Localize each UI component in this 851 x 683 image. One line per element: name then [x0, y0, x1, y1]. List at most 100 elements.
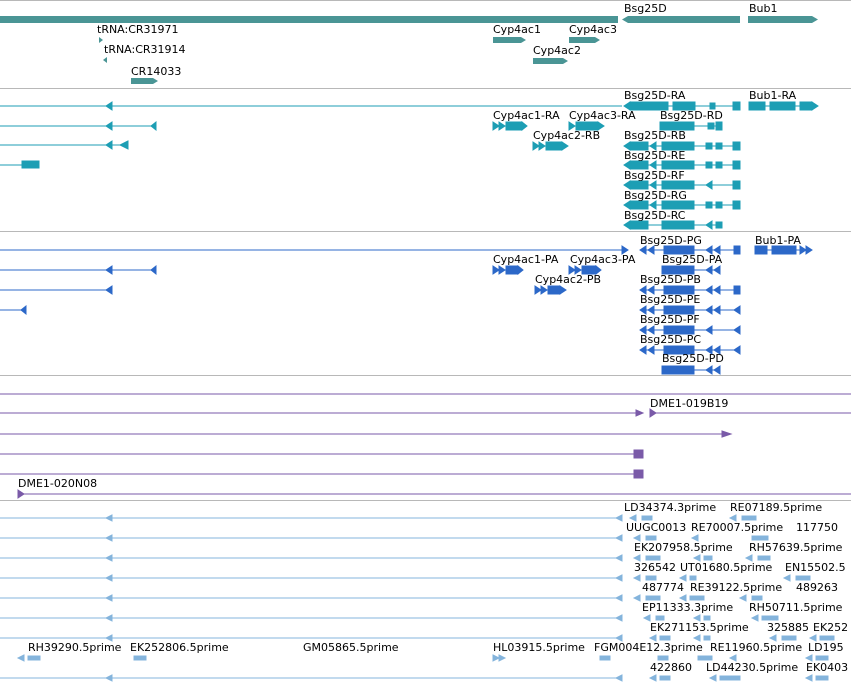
- transcript-label[interactable]: Bsg25D-RG: [624, 189, 687, 202]
- transcript-bsg25d-rg[interactable]: [623, 200, 741, 210]
- transcript-exon[interactable]: [748, 101, 766, 111]
- gene-bub1[interactable]: [748, 16, 812, 23]
- protein-bsg25d-pb[interactable]: [639, 285, 741, 295]
- est-label[interactable]: LD44230.5prime: [706, 661, 799, 674]
- gene-cyp4ac1[interactable]: [493, 37, 521, 43]
- protein-label[interactable]: Bsg25D-PF: [640, 313, 700, 326]
- gene-bsg25d[interactable]: [628, 16, 740, 23]
- est-label[interactable]: UT01680.5prime: [680, 561, 773, 574]
- gene-label[interactable]: Cyp4ac3: [569, 23, 617, 36]
- est-row[interactable]: [0, 674, 829, 682]
- protein-bsg25d-pe[interactable]: [639, 305, 741, 315]
- est-label[interactable]: RE39122.5prime: [690, 581, 783, 594]
- transcript-exon[interactable]: [672, 101, 696, 111]
- est-label[interactable]: UUGC0013: [626, 521, 687, 534]
- est-label[interactable]: FGM004E12.3prime: [594, 641, 703, 654]
- transcript-label[interactable]: Bsg25D-RD: [660, 109, 723, 122]
- est-label[interactable]: EK0403: [806, 661, 849, 674]
- est-label[interactable]: LD34374.3prime: [624, 501, 717, 514]
- protein-bsg25d-pd[interactable]: [661, 365, 721, 375]
- protein-bsg25d-pc[interactable]: [639, 345, 741, 355]
- est-row[interactable]: [0, 614, 779, 622]
- est-label[interactable]: LD195: [808, 641, 844, 654]
- gene-label[interactable]: CR14033: [131, 65, 182, 78]
- transcript-label[interactable]: Bsg25D-RF: [624, 169, 685, 182]
- transcript-bsg25d-re[interactable]: [623, 160, 741, 170]
- est-label[interactable]: RE07189.5prime: [730, 501, 823, 514]
- protein-label[interactable]: Cyp4ac2-PB: [535, 273, 602, 286]
- protein-cyp4ac3-pa[interactable]: [568, 264, 602, 276]
- transcript-exon[interactable]: [709, 102, 716, 110]
- gene-cr14033[interactable]: [131, 78, 153, 84]
- protein-label[interactable]: Bub1-PA: [755, 234, 801, 247]
- transcript-label[interactable]: Bsg25D-RA: [624, 89, 686, 102]
- transcript-bsg25d-rc[interactable]: [623, 220, 723, 230]
- transcript-label[interactable]: Bsg25D-RE: [624, 149, 686, 162]
- transcript-bsg25d-rf[interactable]: [623, 180, 741, 190]
- est-row[interactable]: [0, 634, 835, 642]
- est-label[interactable]: EK252: [813, 621, 849, 634]
- protein-label[interactable]: Bsg25D-PA: [662, 253, 723, 266]
- est-label[interactable]: RH50711.5prime: [749, 601, 843, 614]
- gene-trna-cr31971[interactable]: [99, 37, 103, 43]
- est-label[interactable]: RE70007.5prime: [691, 521, 784, 534]
- protein-bub1-pa[interactable]: [754, 245, 813, 255]
- clone-label[interactable]: DME1-019B19: [650, 397, 729, 410]
- est-row[interactable]: [0, 554, 771, 562]
- transcript-label[interactable]: Bub1-RA: [749, 89, 797, 102]
- transcript-label[interactable]: Cyp4ac1-RA: [493, 109, 560, 122]
- est-label[interactable]: HL03915.5prime: [493, 641, 585, 654]
- transcript-label[interactable]: Cyp4ac2-RB: [533, 129, 601, 142]
- est-label[interactable]: RE11960.5prime: [710, 641, 803, 654]
- protein-bsg25d-pf[interactable]: [639, 325, 741, 335]
- est-label[interactable]: EN15502.5: [785, 561, 846, 574]
- est-label[interactable]: GM05865.5prime: [303, 641, 399, 654]
- gene-label[interactable]: Cyp4ac1: [493, 23, 541, 36]
- est-label[interactable]: 487774: [642, 581, 684, 594]
- est-label[interactable]: 326542: [634, 561, 676, 574]
- gene-trna-cr31914[interactable]: [103, 57, 107, 63]
- est-label[interactable]: RH39290.5prime: [28, 641, 122, 654]
- gene-cyp4ac2[interactable]: [533, 58, 563, 64]
- est-label[interactable]: 117750: [796, 521, 838, 534]
- gene-long-bar[interactable]: [0, 16, 618, 23]
- transcript-exon[interactable]: [505, 121, 523, 131]
- transcript-exon[interactable]: [21, 160, 40, 169]
- transcript-exon[interactable]: [715, 121, 723, 131]
- est-label[interactable]: RH57639.5prime: [749, 541, 843, 554]
- gene-label[interactable]: Bub1: [749, 2, 778, 15]
- est-label[interactable]: EK252806.5prime: [130, 641, 229, 654]
- transcript-exon[interactable]: [707, 122, 715, 130]
- protein-label[interactable]: Bsg25D-PB: [640, 273, 701, 286]
- est-row[interactable]: [0, 534, 769, 542]
- transcript-label[interactable]: Bsg25D-RB: [624, 129, 686, 142]
- transcript-exon[interactable]: [659, 121, 695, 131]
- transcript-label[interactable]: Bsg25D-RC: [624, 209, 686, 222]
- protein-bsg25d-pa[interactable]: [661, 265, 721, 275]
- protein-label[interactable]: Bsg25D-PE: [640, 293, 701, 306]
- clone-label[interactable]: DME1-020N08: [18, 477, 98, 490]
- transcript-exon[interactable]: [799, 101, 813, 111]
- protein-cyp4ac2-pb[interactable]: [534, 285, 567, 295]
- protein-label[interactable]: Bsg25D-PC: [640, 333, 702, 346]
- est-label[interactable]: 422860: [650, 661, 692, 674]
- est-label[interactable]: EK271153.5prime: [650, 621, 749, 634]
- protein-cyp4ac1-pa[interactable]: [492, 264, 524, 276]
- transcript-exon[interactable]: [769, 101, 796, 111]
- protein-label[interactable]: Cyp4ac3-PA: [570, 253, 636, 266]
- est-label[interactable]: EK207958.5prime: [634, 541, 733, 554]
- est-label[interactable]: 489263: [796, 581, 838, 594]
- est-label[interactable]: 325885: [767, 621, 809, 634]
- gene-label[interactable]: Bsg25D: [624, 2, 667, 15]
- protein-label[interactable]: Cyp4ac1-PA: [493, 253, 559, 266]
- transcript-exon[interactable]: [732, 101, 741, 111]
- transcript-exon[interactable]: [545, 141, 563, 151]
- protein-label[interactable]: Bsg25D-PG: [640, 234, 702, 247]
- gene-label[interactable]: Cyp4ac2: [533, 44, 581, 57]
- protein-bsg25d-pg[interactable]: [639, 245, 741, 255]
- gene-label[interactable]: tRNA:CR31971: [97, 23, 179, 36]
- transcript-bsg25d-rb[interactable]: [623, 141, 741, 151]
- est-row[interactable]: [16, 654, 829, 662]
- est-row[interactable]: [0, 574, 811, 582]
- transcript-label[interactable]: Cyp4ac3-RA: [569, 109, 636, 122]
